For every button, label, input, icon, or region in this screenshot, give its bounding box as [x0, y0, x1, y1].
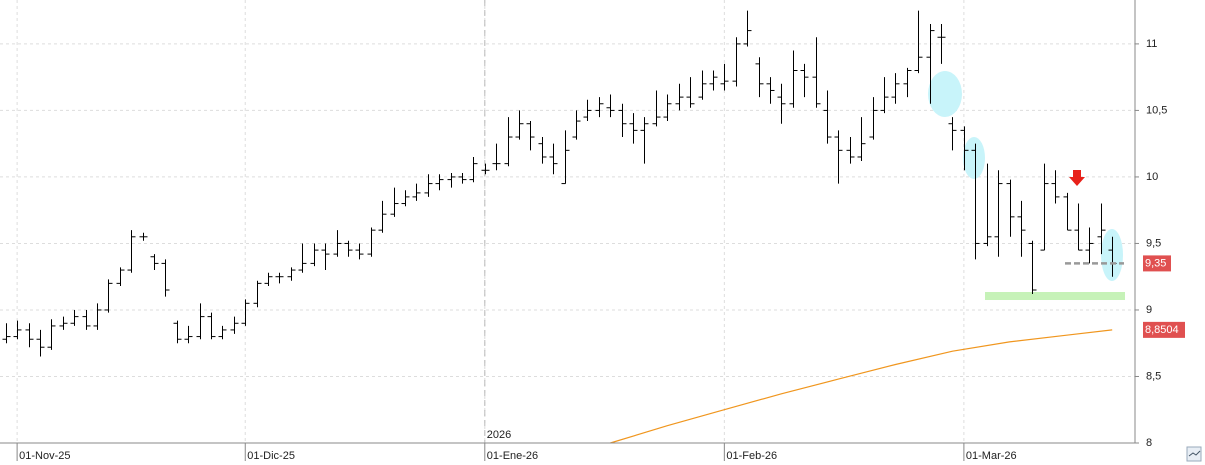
x-tick-label: 01-Nov-25 — [19, 450, 70, 462]
y-tick-label: 11 — [1146, 38, 1157, 50]
y-tick-label: 10,5 — [1146, 104, 1167, 116]
y-tick-label: 10 — [1146, 171, 1158, 183]
y-tick-label: 9,5 — [1146, 237, 1161, 249]
plot — [2, 10, 1124, 444]
support-zone — [985, 292, 1125, 300]
last-price-label: 9,35 — [1145, 257, 1166, 269]
ma-last-label: 8,8504 — [1145, 324, 1179, 336]
y-tick-label: 8 — [1146, 437, 1152, 449]
last-price-box — [1143, 255, 1171, 272]
year-label: 2026 — [487, 429, 511, 441]
y-tick-label: 8,5 — [1146, 370, 1161, 382]
moving-average — [610, 329, 1113, 444]
ma-last-box — [1143, 321, 1185, 338]
x-tick-label: 01-Dic-25 — [247, 450, 295, 462]
x-tick-label: 01-Feb-26 — [726, 450, 777, 462]
highlight — [928, 71, 962, 117]
x-tick-label: 01-Ene-26 — [487, 450, 538, 462]
scroll-icon — [1188, 450, 1201, 457]
y-tick-label: 9 — [1146, 304, 1152, 316]
x-tick-label: 01-Mar-26 — [966, 450, 1017, 462]
down-arrow — [1069, 170, 1085, 186]
highlight — [963, 137, 985, 179]
